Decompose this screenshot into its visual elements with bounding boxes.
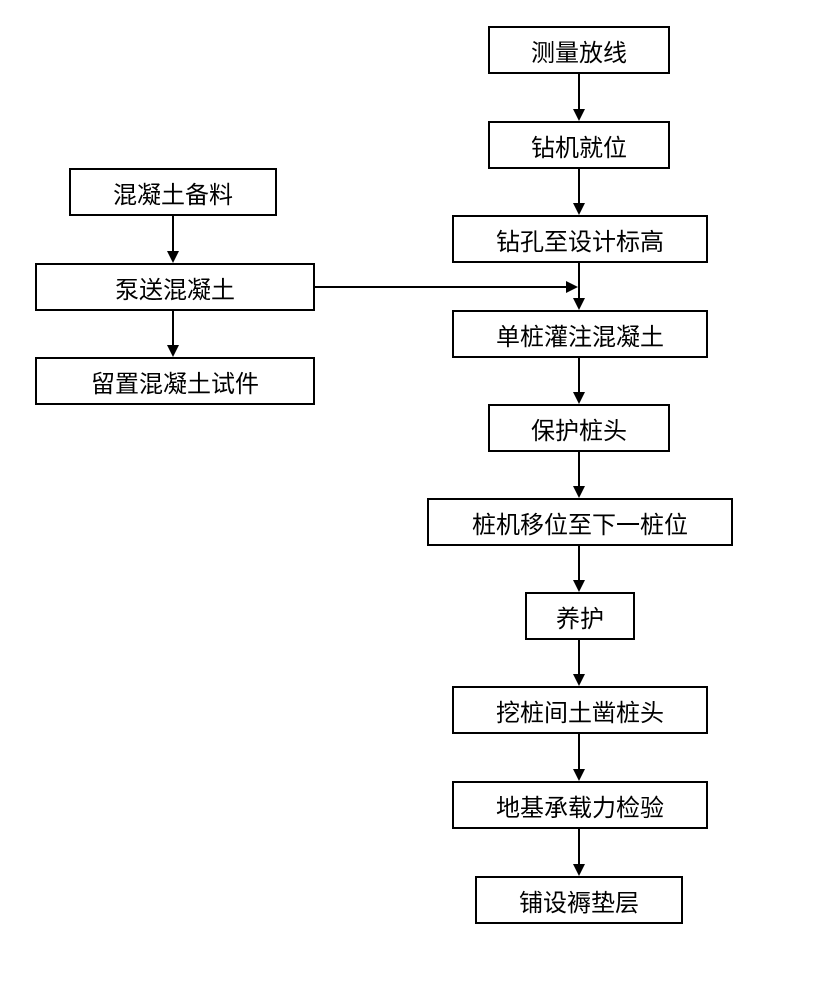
arrow-head-down-icon — [573, 203, 585, 215]
arrow-head-down-icon — [573, 580, 585, 592]
node-concrete-prep: 混凝土备料 — [69, 168, 277, 216]
node-curing: 养护 — [525, 592, 635, 640]
arrow-head-down-icon — [573, 486, 585, 498]
node-pour-concrete-pile: 单桩灌注混凝土 — [452, 310, 708, 358]
arrow-line — [578, 169, 580, 204]
node-protect-pile-head: 保护桩头 — [488, 404, 670, 452]
arrow-head-down-icon — [573, 298, 585, 310]
node-label: 泵送混凝土 — [115, 270, 235, 305]
arrow-head-down-icon — [573, 674, 585, 686]
arrow-line — [172, 216, 174, 252]
arrow-head-down-icon — [573, 109, 585, 121]
node-label: 保护桩头 — [531, 411, 627, 446]
node-drill-rig-position: 钻机就位 — [488, 121, 670, 169]
arrow-line — [578, 452, 580, 487]
node-retain-specimen: 留置混凝土试件 — [35, 357, 315, 405]
node-label: 挖桩间土凿桩头 — [496, 693, 664, 728]
arrow-head-down-icon — [167, 345, 179, 357]
arrow-head-down-icon — [573, 769, 585, 781]
node-move-to-next-pile: 桩机移位至下一桩位 — [427, 498, 733, 546]
node-bearing-test: 地基承载力检验 — [452, 781, 708, 829]
arrow-line — [578, 829, 580, 865]
arrow-line — [578, 734, 580, 770]
arrow-line — [578, 546, 580, 581]
arrow-line — [578, 74, 580, 110]
node-lay-cushion: 铺设褥垫层 — [475, 876, 683, 924]
node-label: 桩机移位至下一桩位 — [472, 505, 688, 540]
arrow-head-down-icon — [167, 251, 179, 263]
node-measure-set-out: 测量放线 — [488, 26, 670, 74]
node-drill-to-elevation: 钻孔至设计标高 — [452, 215, 708, 263]
node-label: 铺设褥垫层 — [519, 883, 639, 918]
arrow-head-down-icon — [573, 392, 585, 404]
arrow-head-down-icon — [573, 864, 585, 876]
node-label: 留置混凝土试件 — [91, 364, 259, 399]
node-pump-concrete: 泵送混凝土 — [35, 263, 315, 311]
arrow-line — [578, 640, 580, 675]
node-excavate-chip-head: 挖桩间土凿桩头 — [452, 686, 708, 734]
node-label: 钻机就位 — [531, 128, 627, 163]
node-label: 地基承载力检验 — [496, 788, 664, 823]
arrow-line — [315, 286, 567, 288]
node-label: 混凝土备料 — [113, 175, 233, 210]
node-label: 测量放线 — [531, 33, 627, 68]
node-label: 单桩灌注混凝土 — [496, 317, 664, 352]
node-label: 养护 — [556, 599, 604, 634]
arrow-line — [172, 311, 174, 346]
arrow-line — [578, 263, 580, 299]
node-label: 钻孔至设计标高 — [496, 222, 664, 257]
arrow-line — [578, 358, 580, 393]
arrow-head-right-icon — [566, 281, 578, 293]
